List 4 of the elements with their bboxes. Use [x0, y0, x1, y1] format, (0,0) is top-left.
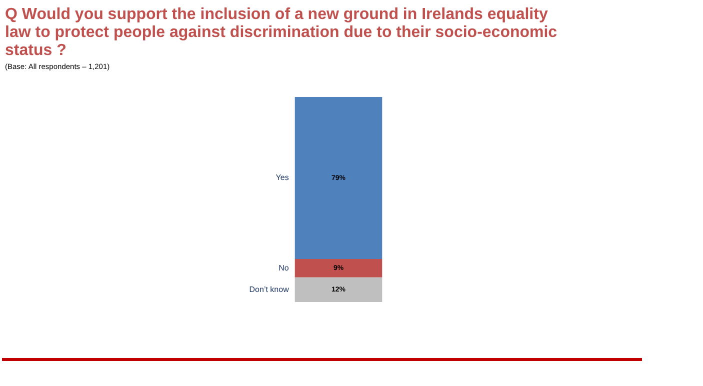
series-label: No — [278, 263, 290, 272]
chart-title: Q Would you support the inclusion of a new ground in Irelands equality law to protect people against discrimination due to their socio-economic status ? — [5, 6, 558, 60]
series-label: Don’t know — [249, 284, 290, 294]
series-label: Yes — [276, 173, 289, 182]
